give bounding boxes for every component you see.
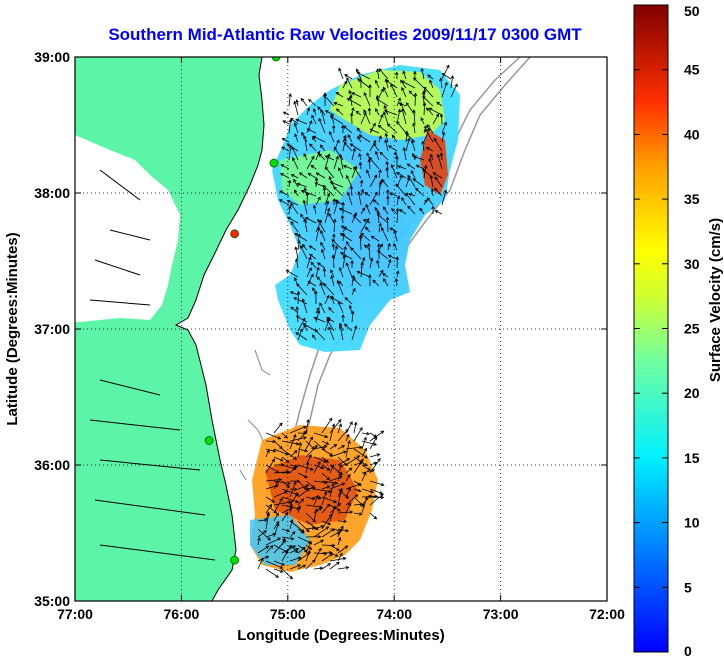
colorbar-tick-label: 40	[684, 126, 700, 142]
x-tick-label: 73:00	[483, 606, 519, 622]
colorbar-tick-label: 5	[684, 579, 692, 595]
velocity-field-north-mid	[280, 150, 360, 205]
radar-station-0	[271, 57, 281, 62]
y-tick-label: 38:00	[34, 185, 70, 201]
colorbar-tick-label: 45	[684, 62, 700, 78]
x-axis-label: Longitude (Degrees:Minutes)	[237, 627, 445, 644]
coastline	[89, 57, 265, 601]
colorbar-tick-label: 25	[684, 321, 700, 337]
velocity-vectors	[257, 64, 458, 580]
radar-station-3	[204, 436, 214, 445]
map-title: Southern Mid-Atlantic Raw Velocities 200…	[108, 25, 582, 44]
colorbar-ticks: 0 5 10 15 20 25 30 35 40 45 50	[634, 3, 700, 659]
x-tick-label: 75:00	[270, 606, 306, 622]
grid-lines	[75, 57, 607, 601]
radar-station-4	[230, 555, 240, 565]
colorbar-tick-label: 35	[684, 191, 700, 207]
velocity-field-north-hot	[420, 130, 448, 195]
colorbar-tick-label: 10	[684, 515, 700, 531]
colorbar-tick-label: 0	[684, 643, 692, 659]
chesapeake-bay	[75, 135, 180, 322]
velocity-field-north-warm	[330, 70, 445, 140]
colorbar-tick-label: 20	[684, 385, 700, 401]
y-tick-label: 37:00	[34, 321, 70, 337]
radar-station-1	[269, 158, 279, 168]
colorbar-tick-label: 30	[684, 256, 700, 272]
colorbar-label: Surface Velocity (cm/s)	[707, 218, 724, 382]
y-tick-label: 36:00	[34, 457, 70, 473]
x-axis-ticks: 77:00 76:00 75:00 74:00 73:00 72:00	[57, 57, 625, 622]
x-tick-label: 74:00	[376, 606, 412, 622]
radar-stations	[204, 57, 281, 565]
x-tick-label: 77:00	[57, 606, 93, 622]
colorbar-tick-label: 15	[684, 450, 700, 466]
velocity-field-south-cool	[250, 515, 310, 565]
colorbar-tick-label: 50	[684, 3, 700, 19]
y-axis-label: Latitude (Degrees:Minutes)	[4, 232, 21, 425]
x-tick-label: 76:00	[163, 606, 199, 622]
y-tick-label: 39:00	[34, 49, 70, 65]
plot-area	[74, 56, 608, 602]
y-tick-label: 35:00	[34, 593, 70, 609]
colorbar: 0 5 10 15 20 25 30 35 40 45 50 Surface Velocity (c…	[633, 3, 724, 659]
radar-station-2	[230, 229, 240, 239]
x-tick-label: 72:00	[589, 606, 625, 622]
y-axis-ticks: 35:00 36:00 37:00 38:00 39:00	[34, 49, 607, 609]
